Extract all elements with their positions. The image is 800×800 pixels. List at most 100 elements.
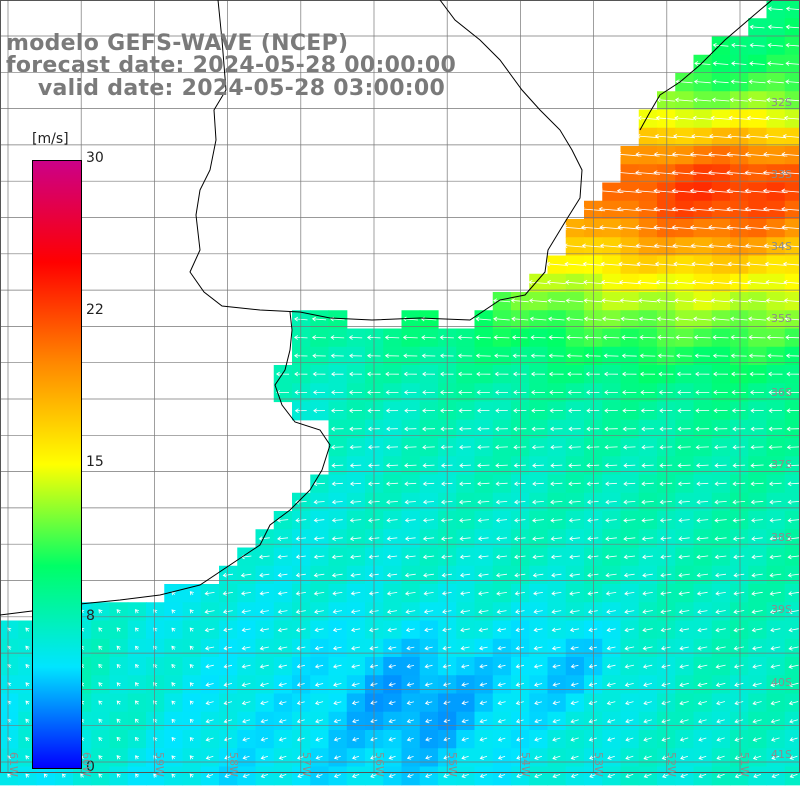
- wind-arrow: [625, 773, 634, 779]
- wind-arrow: [552, 664, 561, 669]
- wind-arrow: [692, 115, 713, 121]
- wind-arrow: [313, 517, 325, 523]
- wind-arrow: [789, 773, 798, 779]
- wind-arrow: [636, 261, 659, 267]
- wind-arrow: [622, 426, 636, 432]
- wind-arrow: [637, 115, 658, 121]
- wind-arrow: [223, 700, 233, 706]
- wind-arrow: [388, 682, 396, 687]
- wind-arrow: [497, 682, 506, 687]
- wind-arrow: [260, 737, 269, 742]
- wind-arrow: [588, 700, 598, 706]
- wind-arrow: [552, 755, 561, 760]
- wind-arrow: [461, 755, 469, 760]
- wind-arrow: [789, 755, 798, 760]
- wind-arrow: [478, 627, 489, 633]
- wind-arrow: [241, 664, 251, 669]
- wind-cell: [784, 36, 800, 56]
- wind-arrow: [171, 645, 176, 650]
- wind-arrow: [25, 627, 30, 632]
- lat-label-37s: 37S: [771, 458, 792, 471]
- wind-arrow: [476, 390, 490, 395]
- wind-arrow: [660, 627, 671, 633]
- wind-arrow: [782, 243, 800, 249]
- wind-arrow: [550, 444, 563, 450]
- wind-arrow: [459, 481, 472, 487]
- wind-arrow: [623, 481, 636, 487]
- wind-arrow: [766, 97, 785, 103]
- wind-arrow: [733, 554, 745, 560]
- wind-arrow: [639, 353, 656, 359]
- wind-arrow: [693, 97, 712, 103]
- wind-arrow: [569, 591, 580, 596]
- lon-label-54w: 54W: [519, 752, 532, 777]
- wind-arrow: [653, 243, 678, 249]
- wind-arrow: [625, 755, 634, 760]
- wind-arrow: [297, 773, 305, 778]
- wind-arrow: [733, 646, 744, 651]
- wind-arrow: [605, 518, 617, 523]
- wind-arrow: [696, 554, 709, 560]
- wind-arrow: [642, 646, 653, 651]
- wind-arrow: [370, 773, 378, 779]
- wind-arrow: [348, 408, 363, 414]
- wind-arrow: [314, 609, 324, 614]
- wind-arrow: [333, 737, 341, 742]
- wind-cell: [438, 766, 457, 786]
- wind-arrow: [624, 645, 635, 651]
- lon-label-53w: 53W: [592, 752, 605, 777]
- wind-arrow: [332, 645, 342, 651]
- wind-arrow: [715, 591, 726, 596]
- wind-arrow: [7, 773, 12, 778]
- wind-arrow: [477, 572, 489, 578]
- wind-arrow: [715, 572, 727, 578]
- wind-arrow: [278, 773, 287, 779]
- wind-arrow: [693, 316, 712, 322]
- wind-arrow: [531, 444, 545, 450]
- wind-arrow: [98, 755, 103, 760]
- wind-arrow: [697, 646, 708, 651]
- wind-arrow: [604, 463, 618, 468]
- wind-direction-arrows: [7, 6, 800, 779]
- wind-arrow: [189, 773, 194, 778]
- wind-arrow: [766, 316, 785, 322]
- wind-arrow: [330, 408, 344, 414]
- wind-arrow: [716, 773, 725, 779]
- wind-arrow: [388, 718, 396, 724]
- wind-arrow: [787, 518, 800, 523]
- wind-arrow: [205, 682, 214, 687]
- wind-arrow: [697, 700, 708, 706]
- wind-arrow: [659, 408, 673, 414]
- wind-arrow: [726, 243, 751, 249]
- wind-arrow: [565, 298, 584, 304]
- wind-arrow: [622, 390, 637, 395]
- wind-arrow: [348, 390, 362, 395]
- lon-label-58w: 58W: [227, 752, 240, 777]
- wind-arrow: [605, 591, 617, 596]
- wind-arrow: [603, 353, 619, 359]
- wind-arrow: [352, 737, 360, 742]
- wind-arrow: [691, 133, 714, 139]
- colorbar-tick-15: 15: [86, 454, 104, 470]
- wind-arrow: [548, 316, 565, 322]
- wind-arrow: [768, 463, 782, 468]
- wind-arrow: [712, 353, 729, 359]
- wind-arrow: [712, 61, 729, 66]
- lat-label-35s: 35S: [771, 312, 792, 325]
- wind-arrow: [568, 518, 581, 523]
- wind-arrow: [332, 664, 342, 669]
- wind-arrow: [732, 518, 746, 523]
- wind-arrow: [768, 444, 783, 450]
- wind-arrow: [388, 755, 396, 760]
- wind-arrow: [785, 6, 800, 12]
- wind-arrow: [533, 609, 543, 614]
- wind-arrow: [494, 353, 509, 359]
- wind-arrow: [711, 97, 730, 103]
- wind-arrow: [189, 663, 194, 669]
- wind-arrow: [189, 627, 194, 632]
- wind-arrow: [570, 664, 579, 669]
- wind-arrow: [586, 444, 600, 450]
- wind-arrow: [98, 645, 103, 650]
- wind-arrow: [386, 426, 398, 432]
- lat-label-38s: 38S: [771, 531, 792, 544]
